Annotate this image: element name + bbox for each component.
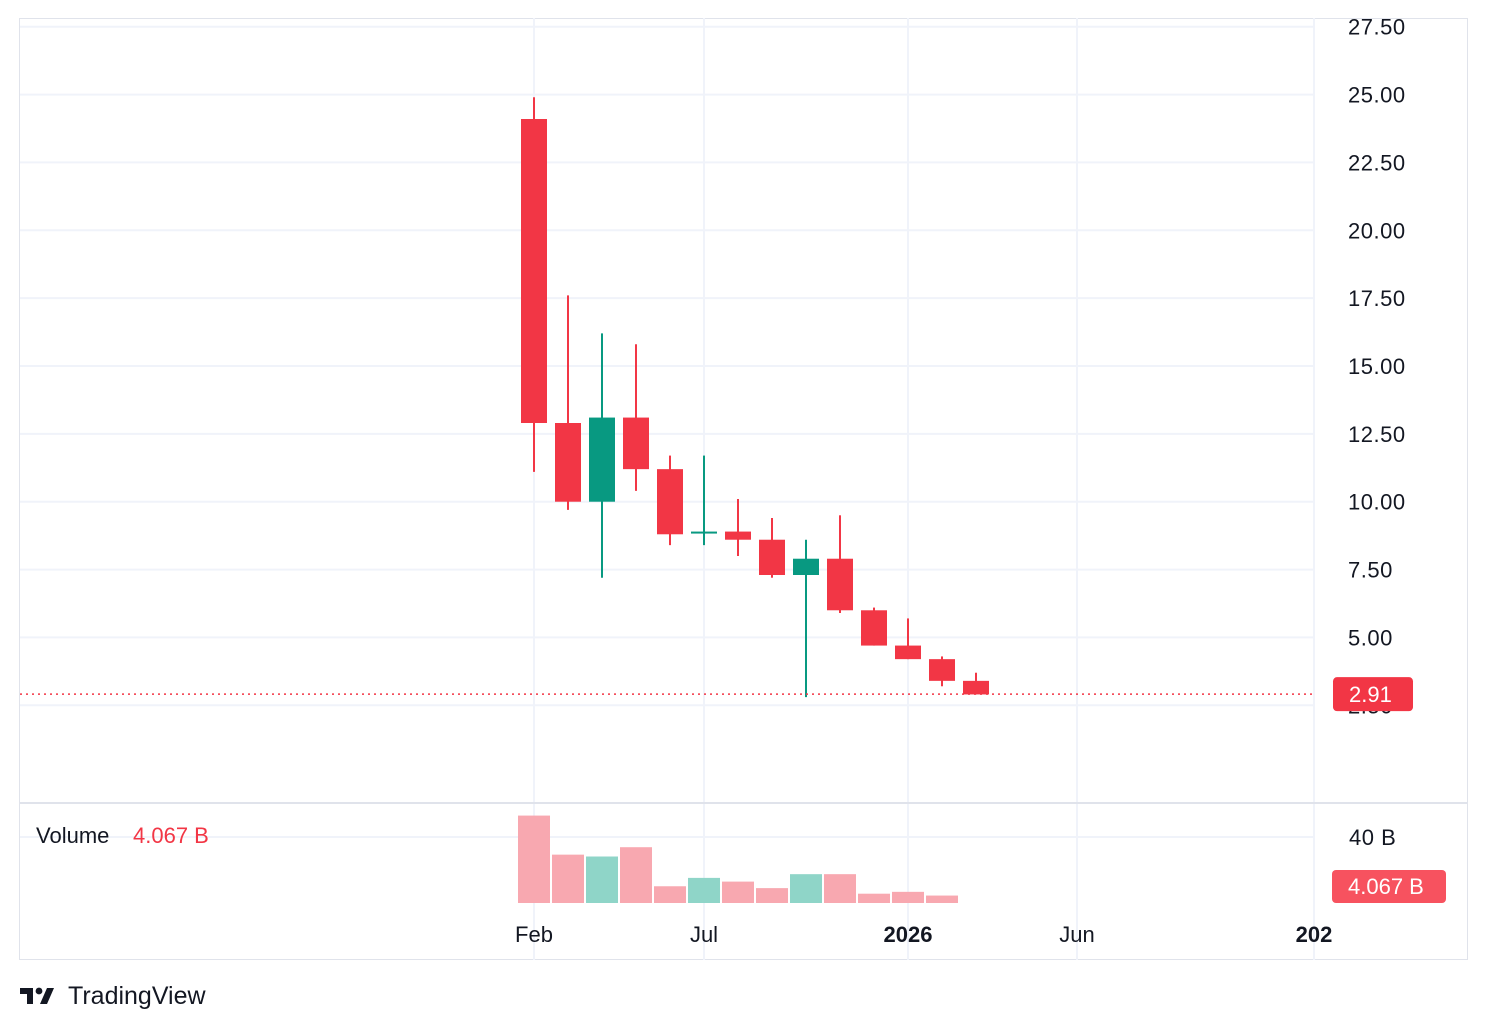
candle	[623, 344, 649, 491]
volume-bar	[688, 877, 720, 903]
candle	[657, 455, 683, 546]
volume-bar	[552, 854, 584, 903]
volume-bar	[586, 856, 618, 903]
candle-body	[963, 680, 989, 695]
candle-body	[861, 610, 887, 646]
candle	[759, 518, 785, 578]
volume-legend[interactable]: Volume 4.067 B	[36, 823, 209, 848]
price-axis-tick: 20.00	[1348, 218, 1406, 243]
volume-legend-value: 4.067 B	[133, 823, 209, 848]
candle-body	[521, 119, 547, 423]
volume-last-label-bg	[1332, 870, 1446, 903]
volume-last-label: 4.067 B	[1332, 870, 1446, 903]
candle	[929, 656, 955, 687]
volume-bar	[620, 847, 652, 903]
price-axis-tick: 5.00	[1348, 625, 1393, 650]
price-axis-tick: 12.50	[1348, 422, 1406, 447]
time-axis[interactable]: Feb Jul 2026 Jun 202	[515, 922, 1332, 947]
tradingview-logo-icon	[20, 987, 54, 1004]
last-price-label-bg	[1333, 677, 1413, 712]
candle	[861, 607, 887, 646]
price-axis-tick: 10.00	[1348, 490, 1406, 515]
candle	[555, 295, 581, 510]
candle	[589, 333, 615, 578]
candle	[691, 455, 717, 546]
candles	[521, 97, 989, 698]
candle-body	[725, 531, 751, 540]
candle-body	[929, 659, 955, 681]
volume-bars	[518, 815, 958, 903]
volume-bar	[926, 895, 958, 903]
candle-body	[827, 558, 853, 611]
time-axis-tick: Feb	[515, 922, 553, 947]
time-axis-tick: Jun	[1059, 922, 1094, 947]
candle-body	[623, 417, 649, 470]
price-axis-tick: 15.00	[1348, 354, 1406, 379]
tradingview-wordmark: TradingView	[68, 981, 206, 1010]
volume-bar	[824, 874, 856, 903]
candle-body	[895, 645, 921, 660]
candle-body	[555, 423, 581, 502]
volume-axis-tick: 40 B	[1349, 825, 1396, 850]
last-price-label-text: 2.91	[1349, 682, 1392, 707]
volume-bar	[518, 815, 550, 903]
price-axis[interactable]: 2.505.007.5010.0012.5015.0017.5020.0022.…	[1348, 15, 1406, 719]
candle	[963, 672, 989, 695]
chart-frame[interactable]	[19, 18, 1468, 960]
volume-bar	[654, 886, 686, 903]
candle-body	[691, 531, 717, 534]
candle-body	[657, 469, 683, 535]
price-axis-tick: 17.50	[1348, 286, 1406, 311]
volume-last-label-text: 4.067 B	[1348, 874, 1424, 899]
candle	[725, 499, 751, 556]
price-axis-tick: 22.50	[1348, 150, 1406, 175]
time-axis-tick: Jul	[690, 922, 718, 947]
volume-bar	[858, 893, 890, 903]
volume-bar	[756, 888, 788, 903]
time-axis-tick: 202	[1296, 922, 1333, 947]
candle-body	[759, 539, 785, 575]
price-axis-tick: 25.00	[1348, 83, 1406, 108]
tradingview-brand[interactable]: TradingView	[20, 980, 206, 1012]
time-axis-tick: 2026	[884, 922, 933, 947]
candle	[895, 618, 921, 660]
candle-body	[793, 558, 819, 575]
candle	[521, 97, 547, 472]
volume-bar	[892, 891, 924, 903]
volume-bar	[790, 874, 822, 903]
candle-body	[589, 417, 615, 502]
price-axis-tick: 27.50	[1348, 15, 1406, 40]
last-price-label: 2.91	[1333, 677, 1413, 712]
candle	[827, 515, 853, 613]
candle	[793, 539, 819, 698]
volume-bar	[722, 881, 754, 903]
candlestick-chart[interactable]: 2.505.007.5010.0012.5015.0017.5020.0022.…	[0, 0, 1488, 975]
volume-legend-title: Volume	[36, 823, 109, 848]
price-axis-tick: 7.50	[1348, 558, 1393, 583]
